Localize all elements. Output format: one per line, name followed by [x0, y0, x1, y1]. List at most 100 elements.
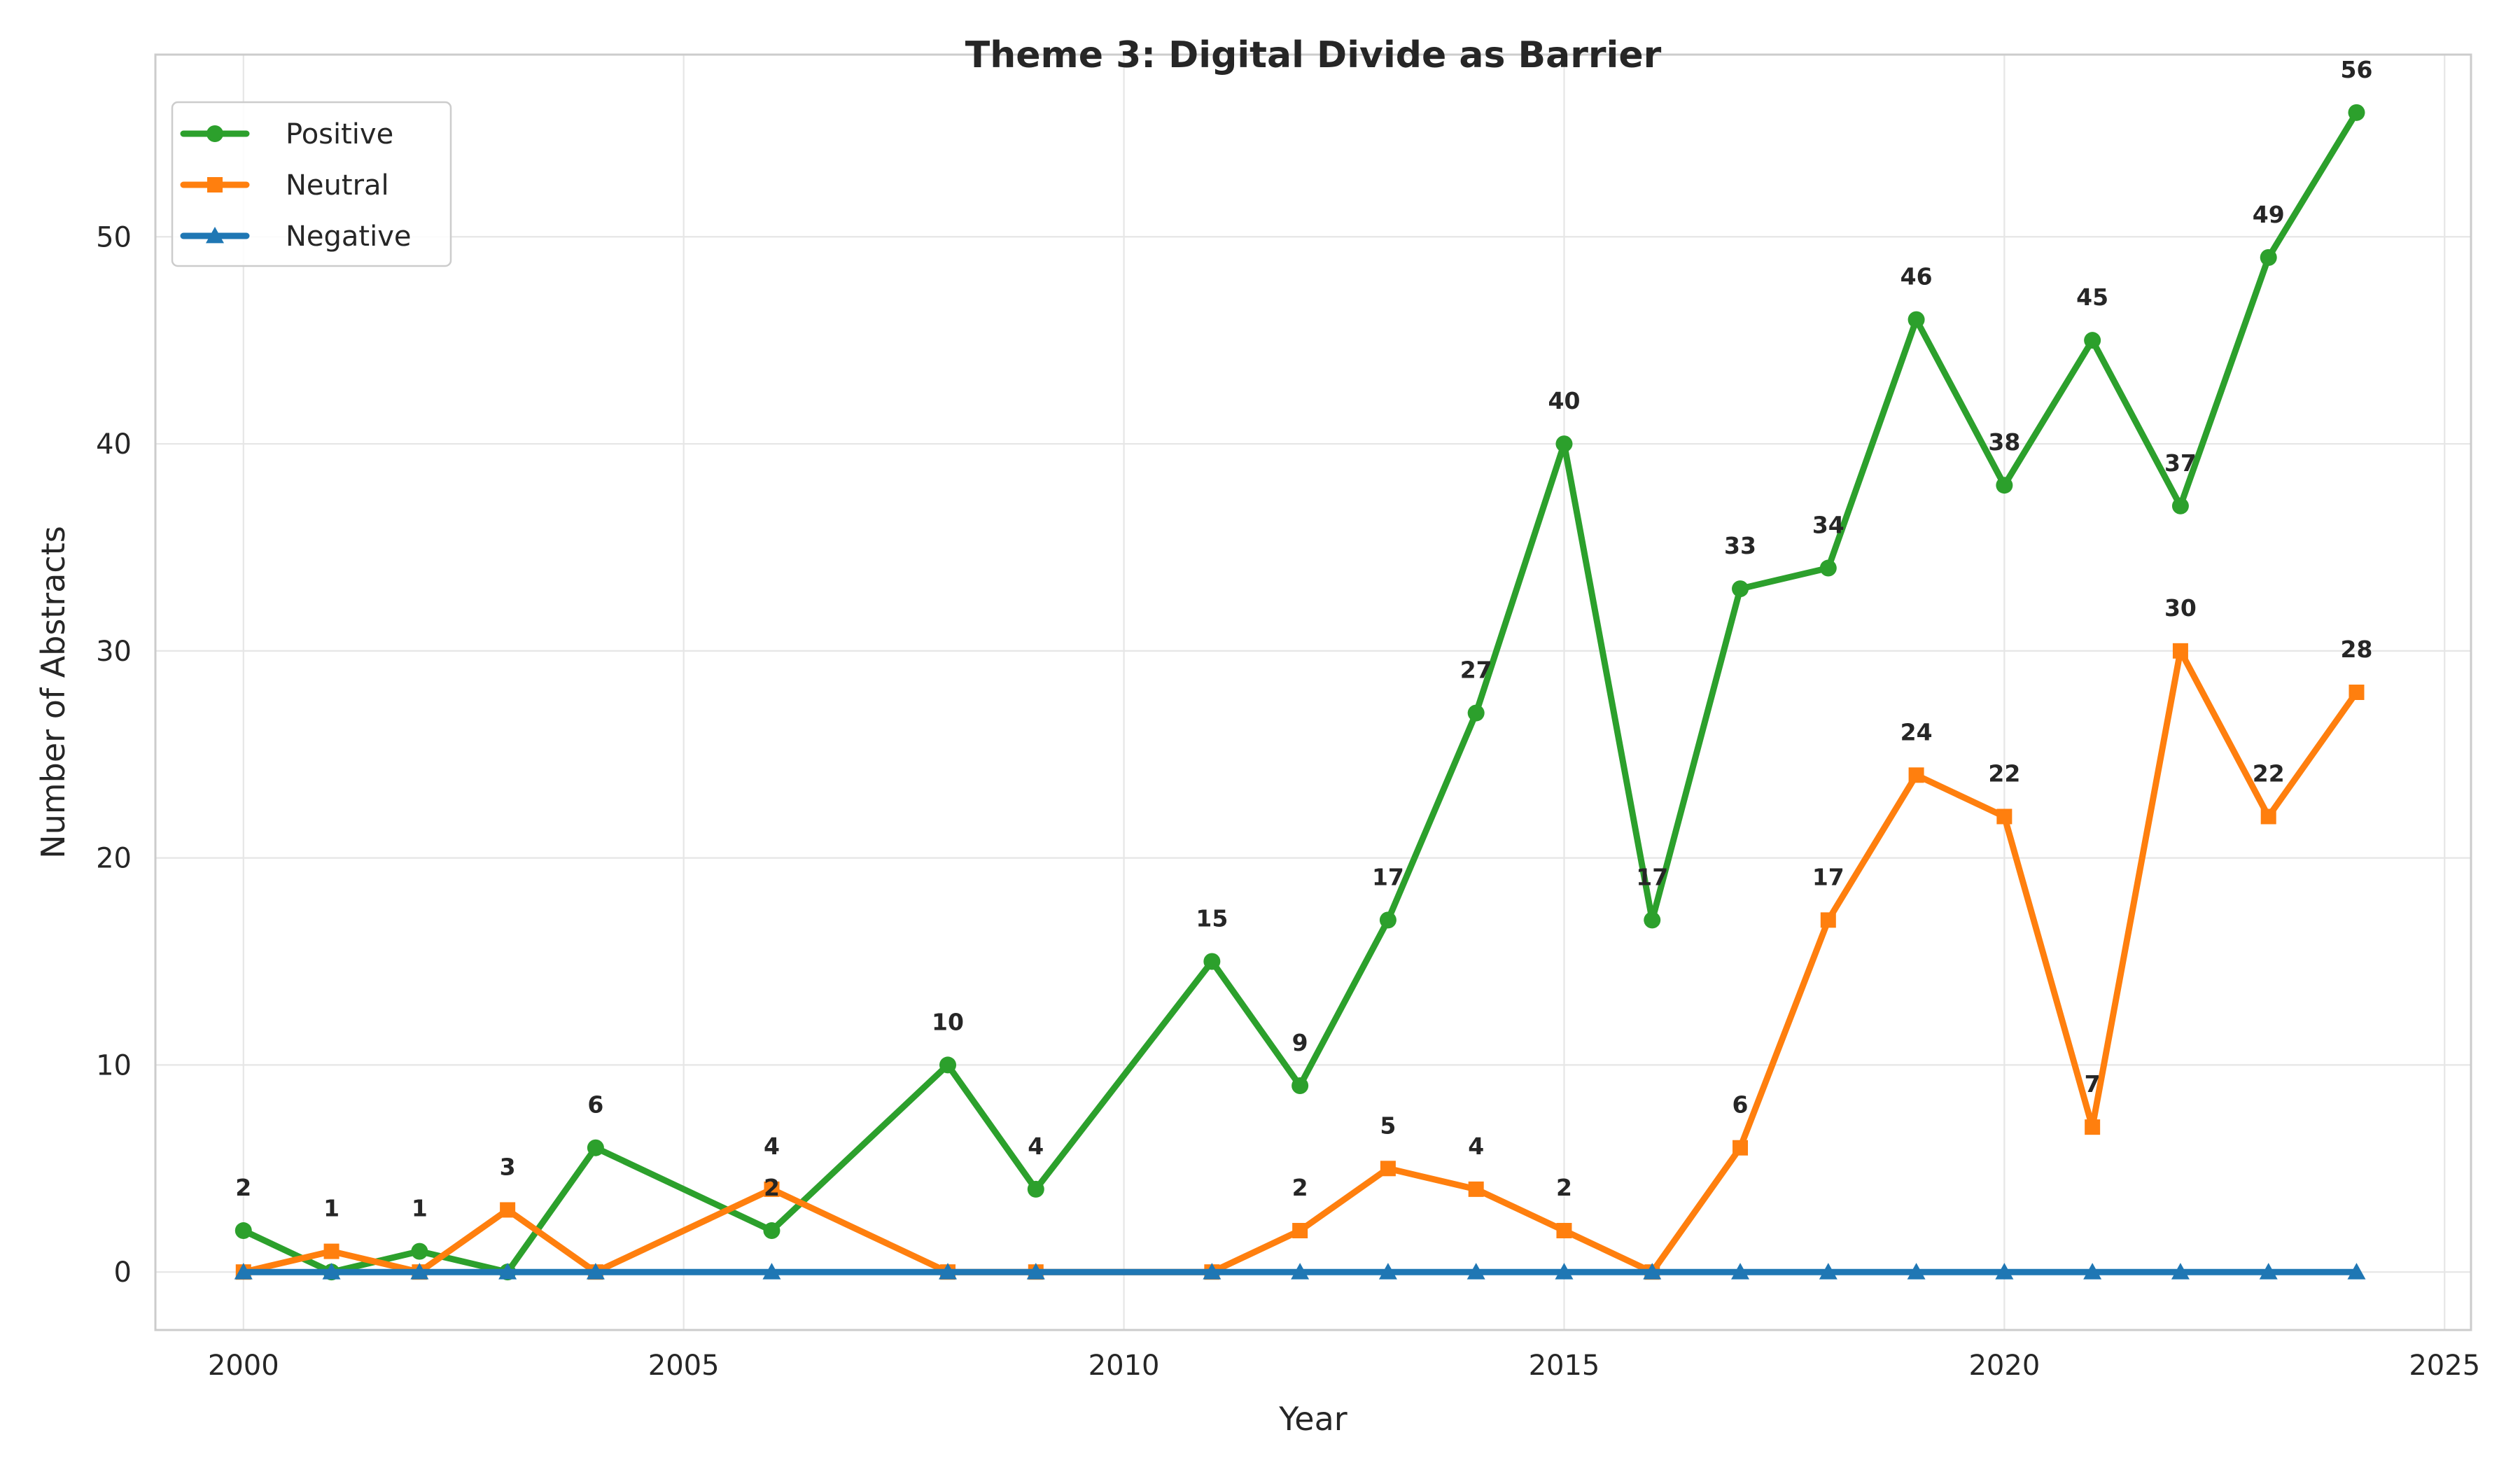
series-positive: [234, 104, 2365, 1281]
neutral-data-label: 2: [1556, 1174, 1572, 1201]
positive-point: [2348, 104, 2365, 121]
series-layer: [234, 104, 2366, 1281]
legend-positive-marker: [206, 125, 223, 142]
positive-point: [2084, 332, 2101, 349]
neutral-data-label: 2: [1292, 1174, 1308, 1201]
neutral-point: [1996, 808, 2012, 825]
positive-point: [2260, 248, 2277, 266]
positive-point: [1996, 477, 2013, 494]
x-axis-ticks: 2000 2005 2010 2015 2020 2025: [208, 1350, 2480, 1382]
x-axis-label: Year: [1278, 1400, 1347, 1438]
neutral-point: [1380, 1161, 1396, 1177]
legend-neutral-label: Neutral: [286, 169, 389, 202]
negative-point: [939, 1263, 958, 1280]
positive-point: [234, 1222, 252, 1240]
positive-data-label: 10: [932, 1008, 964, 1035]
positive-point: [939, 1056, 957, 1074]
positive-data-label: 49: [2253, 201, 2285, 228]
negative-point: [2083, 1263, 2102, 1280]
negative-point: [586, 1263, 605, 1280]
y-axis-ticks: 0 10 20 30 40 50: [96, 221, 132, 1289]
positive-line: [240, 109, 2360, 1275]
positive-data-label: 6: [587, 1091, 603, 1119]
y-tick-label: 10: [96, 1049, 132, 1082]
positive-data-label: 15: [1196, 905, 1228, 932]
series-negative: [234, 1263, 2366, 1280]
neutral-point: [1908, 767, 1924, 783]
negative-point: [2171, 1263, 2190, 1280]
neutral-point: [1292, 1223, 1308, 1239]
negative-point: [2259, 1263, 2278, 1280]
neutral-data-label: 1: [323, 1195, 340, 1222]
positive-point: [1907, 311, 1925, 328]
negative-point: [322, 1263, 341, 1280]
legend-negative-label: Negative: [286, 220, 412, 253]
x-tick-label: 2000: [208, 1350, 279, 1382]
neutral-data-label: 17: [1812, 863, 1844, 890]
y-tick-label: 50: [96, 221, 132, 253]
negative-point: [1995, 1263, 2014, 1280]
series-neutral: [235, 643, 2365, 1280]
positive-data-label: 34: [1812, 512, 1844, 539]
positive-point: [763, 1222, 780, 1240]
legend: Positive Neutral Negative: [171, 101, 452, 267]
data-labels: 2162104159172740173334463845374956134254…: [235, 56, 2372, 1222]
neutral-point: [500, 1202, 516, 1218]
y-tick-label: 40: [96, 428, 132, 461]
positive-point: [1379, 911, 1396, 929]
positive-point: [1292, 1077, 1309, 1094]
neutral-data-label: 28: [2341, 636, 2373, 663]
neutral-data-label: 22: [2253, 760, 2285, 787]
legend-box: [171, 101, 452, 267]
positive-data-label: 33: [1724, 532, 1756, 559]
legend-positive-label: Positive: [286, 118, 393, 150]
positive-point: [411, 1242, 428, 1260]
negative-point: [1819, 1263, 1837, 1280]
neutral-point: [1556, 1223, 1572, 1239]
neutral-point: [2260, 808, 2276, 825]
negative-point: [1907, 1263, 1926, 1280]
y-tick-label: 0: [114, 1256, 132, 1289]
neutral-data-label: 6: [1732, 1091, 1749, 1119]
positive-data-label: 2: [235, 1174, 251, 1201]
negative-point: [1466, 1263, 1485, 1280]
negative-point: [2347, 1263, 2366, 1280]
negative-point: [1291, 1263, 1310, 1280]
positive-point: [1644, 911, 1661, 929]
plot-area: [154, 53, 2472, 1331]
x-tick-label: 2005: [648, 1350, 720, 1382]
negative-point: [762, 1263, 781, 1280]
neutral-point: [323, 1243, 340, 1259]
positive-data-label: 17: [1372, 863, 1404, 890]
neutral-point: [2085, 1119, 2101, 1135]
positive-data-label: 4: [1028, 1133, 1044, 1160]
legend-negative-marker: [206, 227, 224, 244]
positive-data-label: 45: [2076, 284, 2108, 311]
positive-point: [1027, 1180, 1044, 1198]
negative-point: [498, 1263, 517, 1280]
neutral-data-label: 24: [1900, 718, 1933, 746]
neutral-data-label: 5: [1380, 1112, 1396, 1139]
neutral-data-label: 3: [500, 1153, 516, 1180]
chart-title: Theme 3: Digital Divide as Barrier: [965, 34, 1662, 76]
positive-point: [1819, 559, 1837, 577]
negative-point: [1731, 1263, 1750, 1280]
neutral-data-label: 30: [2164, 594, 2197, 622]
positive-data-label: 2: [764, 1174, 780, 1201]
positive-data-label: 56: [2341, 56, 2373, 83]
negative-point: [1203, 1263, 1222, 1280]
positive-point: [1467, 704, 1485, 722]
positive-data-label: 46: [1900, 263, 1933, 290]
positive-data-label: 9: [1292, 1029, 1308, 1056]
negative-point: [234, 1263, 253, 1280]
positive-data-label: 40: [1548, 387, 1581, 414]
positive-point: [1555, 435, 1573, 453]
neutral-point: [764, 1181, 780, 1197]
positive-data-label: 1: [412, 1195, 428, 1222]
x-tick-label: 2015: [1529, 1350, 1600, 1382]
neutral-point: [1820, 912, 1836, 928]
neutral-data-label: 7: [2085, 1070, 2101, 1098]
negative-point: [410, 1263, 429, 1280]
neutral-line: [240, 648, 2360, 1275]
